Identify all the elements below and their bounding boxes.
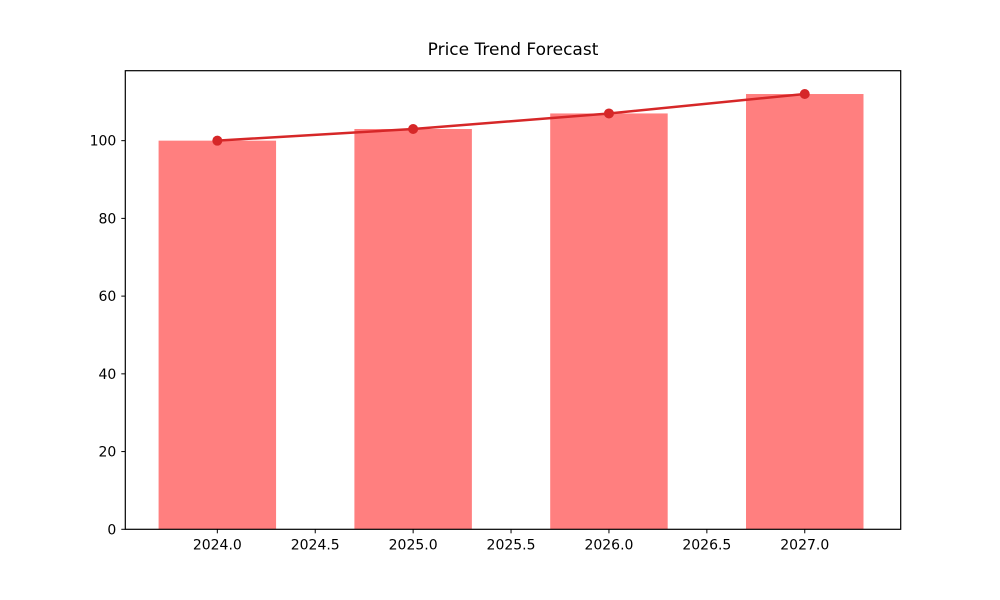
data-point-marker xyxy=(603,108,614,119)
bar xyxy=(746,94,864,530)
data-point-marker xyxy=(799,89,810,100)
y-axis-tick-label: 0 xyxy=(107,522,116,538)
bar xyxy=(158,140,277,530)
x-axis-tick-label: 2025.0 xyxy=(389,537,438,553)
chart-title: Price Trend Forecast xyxy=(427,40,599,60)
trend-line xyxy=(216,92,807,142)
x-axis-tick-label: 2027.0 xyxy=(780,537,829,553)
y-axis-tick-label: 20 xyxy=(98,445,116,461)
x-axis-tick-label: 2025.5 xyxy=(487,537,536,553)
plot-border xyxy=(124,70,902,530)
data-point-marker xyxy=(212,135,223,146)
y-axis-tick-label: 60 xyxy=(98,289,116,305)
bar xyxy=(550,113,668,530)
x-axis-tick-label: 2024.5 xyxy=(291,537,340,553)
bar xyxy=(354,128,472,530)
y-axis-tick-label: 100 xyxy=(90,134,117,150)
x-axis-tick-label: 2024.0 xyxy=(193,537,242,553)
y-axis-tick-label: 40 xyxy=(98,367,116,383)
x-axis-tick-label: 2026.0 xyxy=(584,537,633,553)
data-point-marker xyxy=(408,123,419,134)
x-axis-tick-label: 2026.5 xyxy=(682,537,731,553)
y-axis-tick-label: 80 xyxy=(98,211,116,227)
